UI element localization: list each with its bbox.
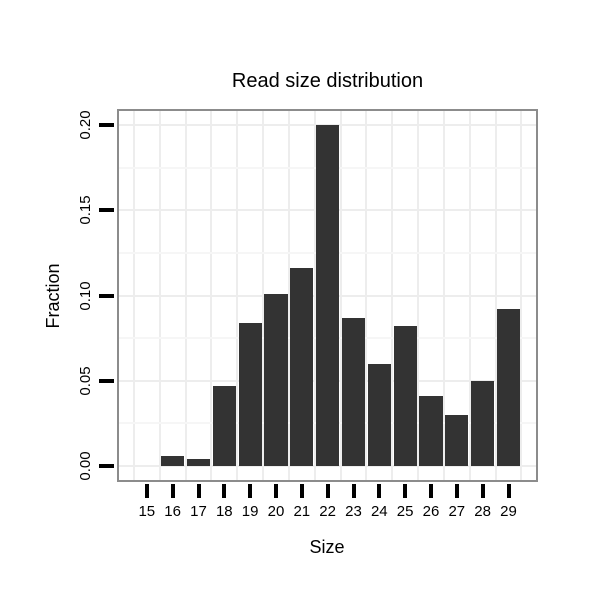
bar-25 <box>393 326 417 466</box>
x-tick-19 <box>248 484 253 498</box>
y-tick-label-0.05: 0.05 <box>77 366 94 396</box>
x-tick-label-23: 23 <box>345 503 362 520</box>
x-tick-21 <box>299 484 304 498</box>
bar-21 <box>290 268 314 466</box>
bar-17 <box>186 459 211 466</box>
x-tick-27 <box>454 484 459 498</box>
x-tick-label-22: 22 <box>319 503 336 520</box>
x-tick-23 <box>351 484 356 498</box>
x-tick-label-15: 15 <box>138 503 156 520</box>
x-tick-18 <box>222 484 227 498</box>
chart-title: Read size distribution <box>231 70 424 92</box>
y-tick-0.10 <box>99 293 114 298</box>
y-tick-0.15 <box>99 208 114 213</box>
x-axis-label: Size <box>309 537 345 557</box>
bar-24 <box>367 364 391 466</box>
x-tick-label-26: 26 <box>422 503 440 520</box>
bar-16 <box>161 456 185 466</box>
x-tick-17 <box>196 484 201 498</box>
x-tick-22 <box>325 484 330 498</box>
y-tick-label-0.00: 0.00 <box>77 451 94 481</box>
bar-20 <box>264 294 288 466</box>
x-tick-28 <box>480 484 485 498</box>
panel-border <box>117 109 538 482</box>
x-tick-16 <box>170 484 175 498</box>
x-tick-26 <box>429 484 433 498</box>
x-tick-label-16: 16 <box>164 503 181 520</box>
bar-29 <box>496 309 521 466</box>
grid-line-major <box>117 465 538 467</box>
x-tick-label-20: 20 <box>267 503 285 520</box>
x-tick-15 <box>144 484 149 498</box>
x-tick-label-28: 28 <box>474 503 491 520</box>
y-tick-label-0.20: 0.20 <box>77 110 94 140</box>
bar-23 <box>341 318 366 466</box>
plot-panel <box>117 109 538 482</box>
x-tick-label-25: 25 <box>396 503 414 520</box>
bar-28 <box>471 381 495 466</box>
y-tick-0.05 <box>99 378 114 383</box>
x-tick-label-18: 18 <box>215 503 233 520</box>
x-tick-label-21: 21 <box>293 503 311 520</box>
bar-19 <box>238 323 262 466</box>
y-tick-label-0.15: 0.15 <box>77 195 94 225</box>
bar-27 <box>445 415 469 466</box>
y-axis-label: Fraction <box>43 263 63 329</box>
x-tick-label-17: 17 <box>190 503 207 520</box>
x-tick-25 <box>403 484 408 498</box>
y-tick-0.20 <box>99 123 114 128</box>
x-tick-20 <box>274 484 278 498</box>
bar-22 <box>316 125 340 466</box>
bar-18 <box>212 386 236 466</box>
x-tick-29 <box>506 484 511 498</box>
x-tick-label-29: 29 <box>500 503 517 520</box>
y-tick-0.00 <box>99 464 114 468</box>
x-tick-label-27: 27 <box>448 503 466 520</box>
y-tick-label-0.10: 0.10 <box>77 281 94 311</box>
x-tick-24 <box>377 484 382 498</box>
x-tick-label-19: 19 <box>241 503 259 520</box>
bar-26 <box>419 396 443 466</box>
x-tick-label-24: 24 <box>370 503 388 520</box>
